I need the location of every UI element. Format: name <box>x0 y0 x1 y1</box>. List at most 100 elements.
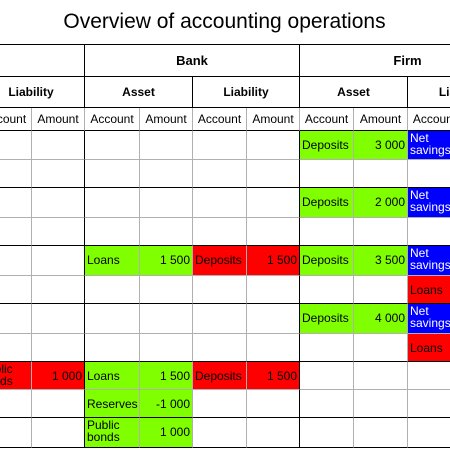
empty-cell <box>32 131 85 160</box>
empty-cell <box>300 218 354 246</box>
empty-cell <box>354 334 408 362</box>
section-header: Liability <box>193 77 300 108</box>
empty-cell <box>32 160 85 188</box>
empty-cell <box>0 160 32 188</box>
amount-cell: 1 000 <box>140 418 193 448</box>
section-header: Liability <box>0 77 85 108</box>
empty-cell <box>0 246 32 276</box>
column-header: Account <box>300 108 354 131</box>
empty-cell <box>193 418 247 448</box>
empty-cell <box>300 334 354 362</box>
account-cell: Loans <box>85 246 140 276</box>
account-cell: Deposits <box>193 246 247 276</box>
empty-cell <box>0 334 32 362</box>
section-header: Liability <box>408 77 450 108</box>
empty-cell <box>354 362 408 390</box>
empty-cell <box>247 334 300 362</box>
account-cell: Net savings <box>408 304 450 334</box>
account-cell: Deposits <box>300 131 354 160</box>
blank-header <box>0 45 85 77</box>
empty-cell <box>300 276 354 304</box>
group-header: Firm <box>300 45 450 77</box>
empty-cell <box>32 418 85 448</box>
empty-cell <box>140 304 193 334</box>
empty-cell <box>247 188 300 218</box>
empty-cell <box>85 304 140 334</box>
empty-cell <box>85 218 140 246</box>
account-cell: Loans <box>408 276 450 304</box>
amount-cell: 3 000 <box>354 131 408 160</box>
account-cell: Loans <box>85 362 140 390</box>
empty-cell <box>193 304 247 334</box>
empty-cell <box>32 188 85 218</box>
empty-cell <box>140 218 193 246</box>
amount-cell: -1 000 <box>140 390 193 418</box>
column-header: Account <box>408 108 450 131</box>
empty-cell <box>85 160 140 188</box>
account-cell: Reserves <box>85 390 140 418</box>
empty-cell <box>193 334 247 362</box>
empty-cell <box>354 418 408 448</box>
empty-cell <box>193 188 247 218</box>
empty-cell <box>32 304 85 334</box>
empty-cell <box>408 390 450 418</box>
column-header: Account <box>0 108 32 131</box>
empty-cell <box>32 390 85 418</box>
empty-cell <box>300 160 354 188</box>
empty-cell <box>408 218 450 246</box>
account-cell: Net savings <box>408 131 450 160</box>
empty-cell <box>85 276 140 304</box>
empty-cell <box>140 188 193 218</box>
amount-cell: 2 000 <box>354 188 408 218</box>
empty-cell <box>300 390 354 418</box>
account-cell: Loans <box>408 334 450 362</box>
empty-cell <box>247 304 300 334</box>
empty-cell <box>247 131 300 160</box>
account-cell: Deposits <box>300 304 354 334</box>
empty-cell <box>193 276 247 304</box>
section-header: Asset <box>300 77 408 108</box>
empty-cell <box>0 390 32 418</box>
amount-cell: 1 500 <box>247 362 300 390</box>
amount-cell: 1 500 <box>140 246 193 276</box>
account-cell: Net savings <box>408 188 450 218</box>
amount-cell: 1 500 <box>140 362 193 390</box>
empty-cell <box>247 160 300 188</box>
empty-cell <box>85 334 140 362</box>
amount-cell: 1 000 <box>32 362 85 390</box>
empty-cell <box>0 131 32 160</box>
column-header: Account <box>193 108 247 131</box>
account-cell: Deposits <box>193 362 247 390</box>
empty-cell <box>193 390 247 418</box>
empty-cell <box>0 276 32 304</box>
empty-cell <box>300 362 354 390</box>
empty-cell <box>0 188 32 218</box>
account-cell: Deposits <box>300 188 354 218</box>
column-header: Amount <box>247 108 300 131</box>
empty-cell <box>140 334 193 362</box>
empty-cell <box>354 160 408 188</box>
empty-cell <box>32 218 85 246</box>
column-header: Amount <box>140 108 193 131</box>
empty-cell <box>0 418 32 448</box>
column-header: Amount <box>354 108 408 131</box>
empty-cell <box>32 246 85 276</box>
empty-cell <box>32 276 85 304</box>
empty-cell <box>354 390 408 418</box>
empty-cell <box>193 131 247 160</box>
empty-cell <box>247 390 300 418</box>
empty-cell <box>193 160 247 188</box>
empty-cell <box>247 418 300 448</box>
empty-cell <box>354 218 408 246</box>
empty-cell <box>85 188 140 218</box>
empty-cell <box>354 276 408 304</box>
empty-cell <box>140 131 193 160</box>
empty-cell <box>408 362 450 390</box>
group-header: Bank <box>85 45 300 77</box>
empty-cell <box>408 160 450 188</box>
empty-cell <box>247 218 300 246</box>
empty-cell <box>0 304 32 334</box>
account-cell: Net savings <box>408 246 450 276</box>
column-header: Account <box>85 108 140 131</box>
